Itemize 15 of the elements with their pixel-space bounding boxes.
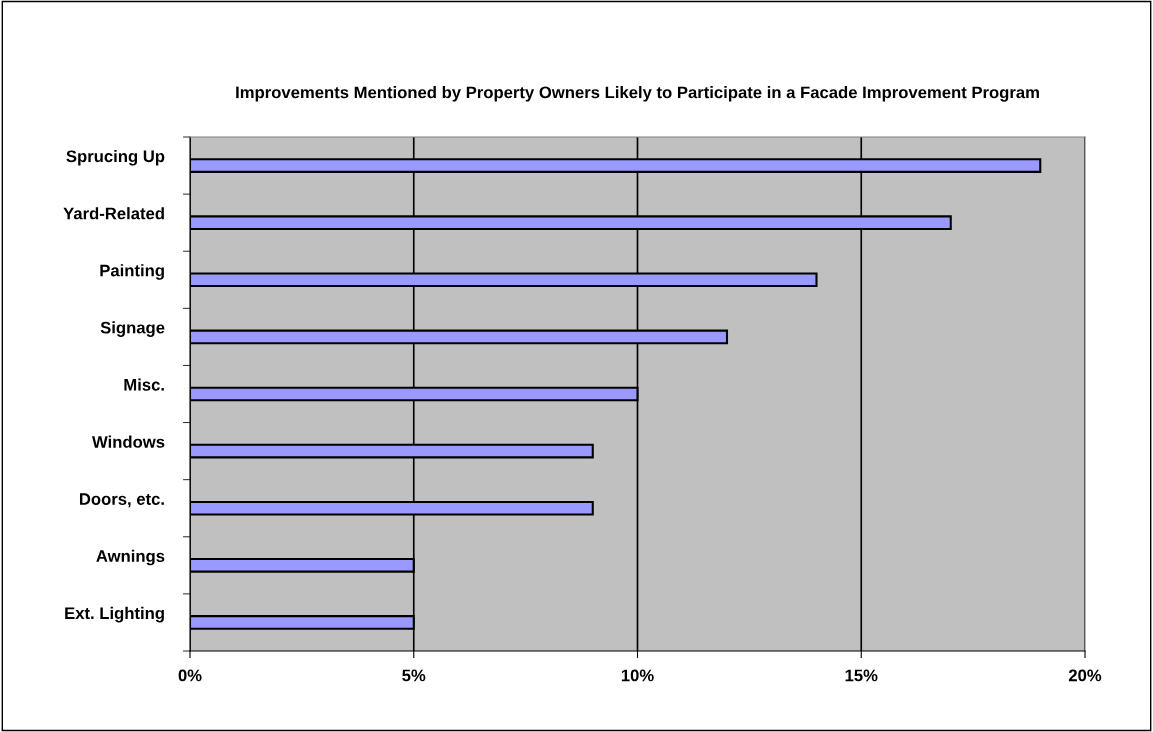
y-tick-label: Awnings: [96, 549, 165, 566]
x-tick-label: 5%: [402, 669, 426, 682]
y-tick-label: Sprucing Up: [66, 149, 165, 166]
x-tick-label: 20%: [1068, 669, 1102, 682]
y-tick-label: Signage: [100, 321, 165, 337]
chart-title: Improvements Mentioned by Property Owners Likely to Participate in a Facade Improvement Program: [236, 86, 1039, 102]
y-tick-label: Ext. Lighting: [65, 606, 164, 623]
y-tick-label: Painting: [100, 264, 164, 280]
y-tick-label: Misc.: [124, 378, 164, 391]
x-tick-label: 15%: [845, 669, 878, 682]
x-tick-label: 0%: [178, 669, 202, 682]
y-tick-label: Yard-Related: [63, 207, 164, 220]
y-tick-label: Doors, etc.: [79, 493, 164, 508]
y-tick-label: Windows: [92, 435, 165, 448]
x-tick-label: 10%: [621, 669, 654, 682]
